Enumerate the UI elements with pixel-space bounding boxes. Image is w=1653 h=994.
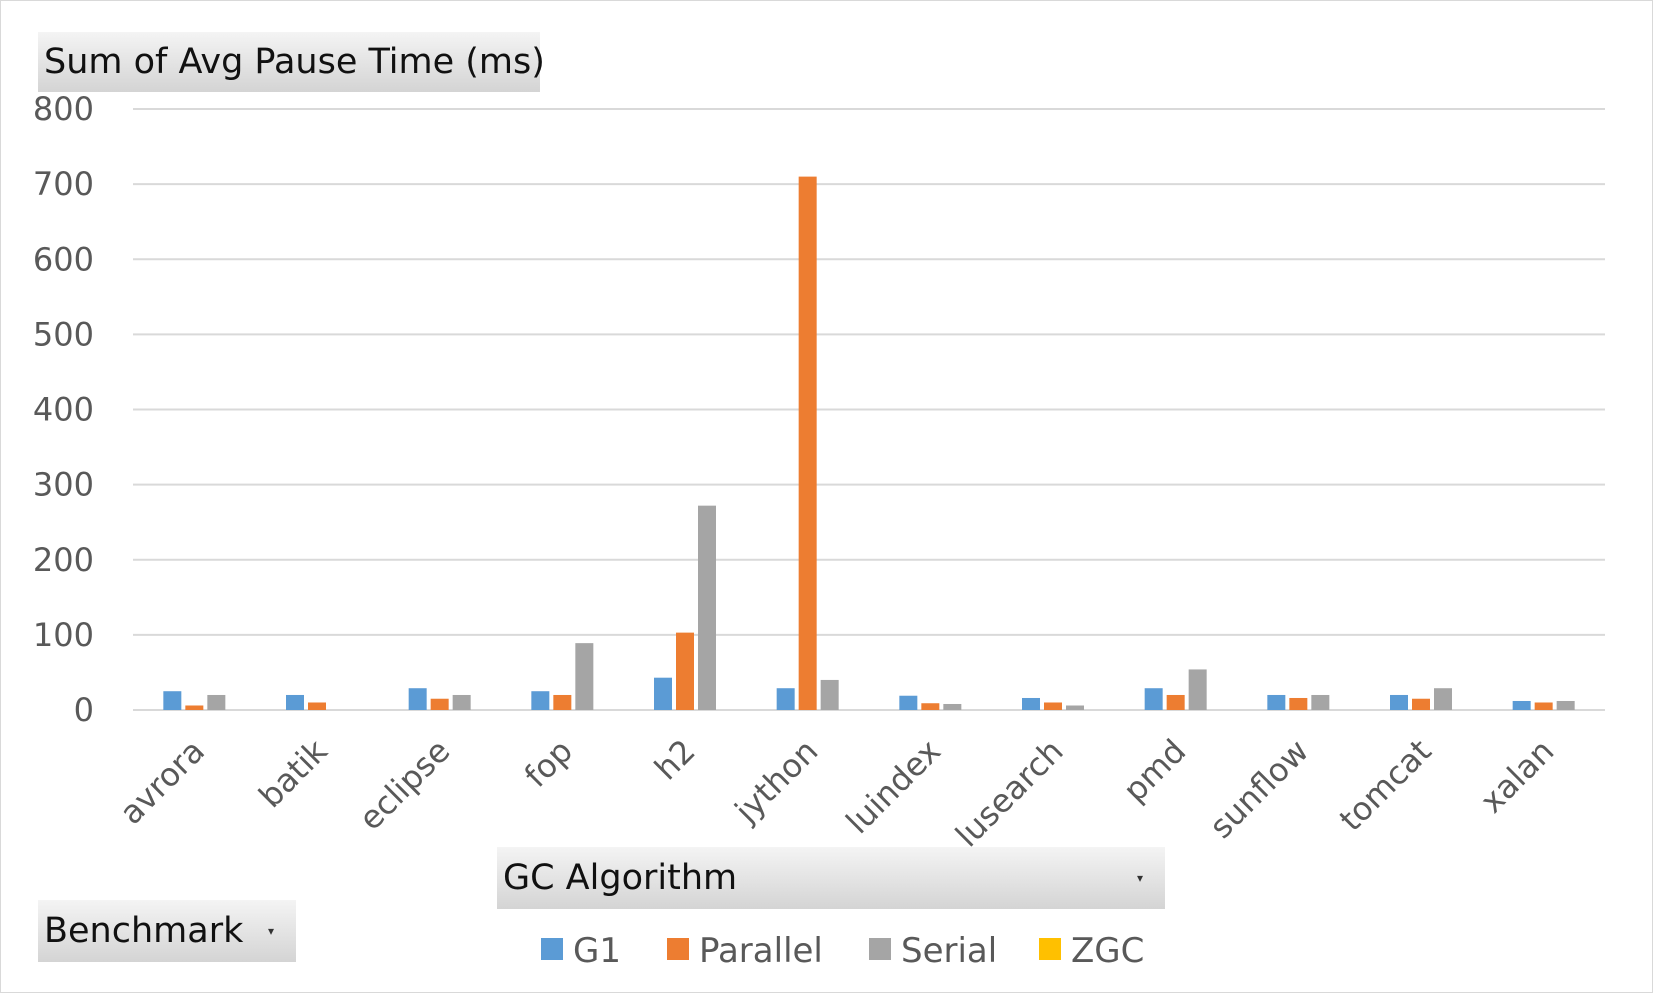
bar-serial-jython[interactable] (820, 679, 839, 710)
bar-g1-pmd[interactable] (1144, 688, 1163, 710)
bar-serial-xalan[interactable] (1556, 700, 1575, 710)
x-tick-label: sunflow (1202, 732, 1316, 846)
bar-g1-eclipse[interactable] (408, 688, 427, 710)
bar-g1-h2[interactable] (654, 677, 672, 710)
series-field-label: GC Algorithm (503, 858, 738, 898)
x-tick-label: h2 (647, 732, 703, 788)
legend-label-zgc[interactable]: ZGC (1071, 931, 1144, 971)
y-tick-label: 400 (33, 391, 94, 429)
bar-parallel-tomcat[interactable] (1412, 698, 1430, 710)
bar-parallel-avrora[interactable] (185, 705, 204, 710)
y-tick-label: 200 (33, 541, 94, 579)
legend: G1 Parallel Serial ZGC (541, 931, 1144, 971)
x-tick-label: fop (517, 732, 580, 795)
category-field-button[interactable]: Benchmark ▾ (38, 900, 296, 962)
x-tick-label: tomcat (1332, 732, 1439, 839)
series-field-button[interactable]: GC Algorithm ▾ (497, 847, 1165, 909)
bar-serial-eclipse[interactable] (452, 694, 471, 710)
bar-g1-tomcat[interactable] (1390, 694, 1408, 710)
y-tick-label: 700 (33, 165, 94, 203)
y-tick-label: 0 (74, 691, 94, 729)
value-field-button[interactable]: Sum of Avg Pause Time (ms) (38, 32, 545, 92)
category-field-label: Benchmark (44, 911, 244, 951)
bar-g1-xalan[interactable] (1512, 700, 1531, 710)
bar-parallel-batik[interactable] (308, 702, 326, 710)
bars (163, 176, 1575, 711)
x-tick-label: luindex (839, 732, 948, 841)
bar-serial-h2[interactable] (698, 505, 716, 710)
bar-serial-lusearch[interactable] (1066, 705, 1084, 710)
legend-label-serial[interactable]: Serial (901, 931, 997, 971)
bar-parallel-sunflow[interactable] (1289, 697, 1308, 710)
bar-serial-avrora[interactable] (207, 694, 226, 710)
bar-g1-luindex[interactable] (899, 695, 918, 710)
legend-label-g1[interactable]: G1 (573, 931, 621, 971)
legend-label-parallel[interactable]: Parallel (699, 931, 823, 971)
x-axis-ticks: avrora batik eclipse fop h2 jython luindex luse… (112, 731, 1561, 854)
x-tick-label: jython (727, 732, 826, 831)
bar-g1-sunflow[interactable] (1267, 694, 1286, 710)
bar-parallel-jython[interactable] (798, 176, 817, 711)
bar-serial-fop[interactable] (575, 643, 594, 710)
bar-serial-tomcat[interactable] (1434, 688, 1452, 710)
x-tick-label: eclipse (351, 732, 457, 838)
bar-g1-batik[interactable] (286, 694, 304, 710)
bar-parallel-xalan[interactable] (1534, 702, 1553, 710)
bar-parallel-h2[interactable] (676, 632, 694, 710)
category-field-dropdown-icon[interactable]: ▾ (267, 924, 274, 938)
legend-swatch-zgc[interactable] (1039, 938, 1061, 960)
bar-g1-jython[interactable] (776, 688, 795, 710)
legend-swatch-serial[interactable] (869, 938, 891, 960)
gridlines (133, 108, 1605, 711)
bar-g1-avrora[interactable] (163, 691, 182, 710)
x-tick-label: pmd (1116, 732, 1194, 810)
bar-serial-luindex[interactable] (943, 703, 962, 710)
y-tick-label: 800 (33, 90, 94, 128)
y-tick-label: 500 (33, 315, 94, 353)
legend-swatch-parallel[interactable] (667, 938, 689, 960)
bar-parallel-eclipse[interactable] (430, 698, 449, 710)
bar-parallel-fop[interactable] (553, 694, 572, 710)
bar-parallel-pmd[interactable] (1166, 694, 1185, 710)
bar-serial-sunflow[interactable] (1311, 694, 1330, 710)
bar-parallel-lusearch[interactable] (1044, 702, 1062, 710)
legend-swatch-g1[interactable] (541, 938, 563, 960)
x-tick-label: avrora (112, 732, 212, 832)
bar-g1-fop[interactable] (531, 691, 550, 710)
y-axis-ticks: 0 100 200 300 400 500 600 700 800 (33, 90, 94, 729)
bar-g1-lusearch[interactable] (1022, 697, 1040, 710)
y-tick-label: 100 (33, 616, 94, 654)
series-field-dropdown-icon[interactable]: ▾ (1136, 871, 1143, 885)
y-tick-label: 600 (33, 240, 94, 278)
x-tick-label: lusearch (948, 732, 1071, 855)
bar-parallel-luindex[interactable] (921, 703, 940, 710)
bar-serial-pmd[interactable] (1188, 669, 1207, 710)
x-tick-label: xalan (1473, 732, 1562, 821)
y-tick-label: 300 (33, 466, 94, 504)
x-tick-label: batik (251, 731, 335, 815)
value-field-label: Sum of Avg Pause Time (ms) (44, 42, 545, 82)
